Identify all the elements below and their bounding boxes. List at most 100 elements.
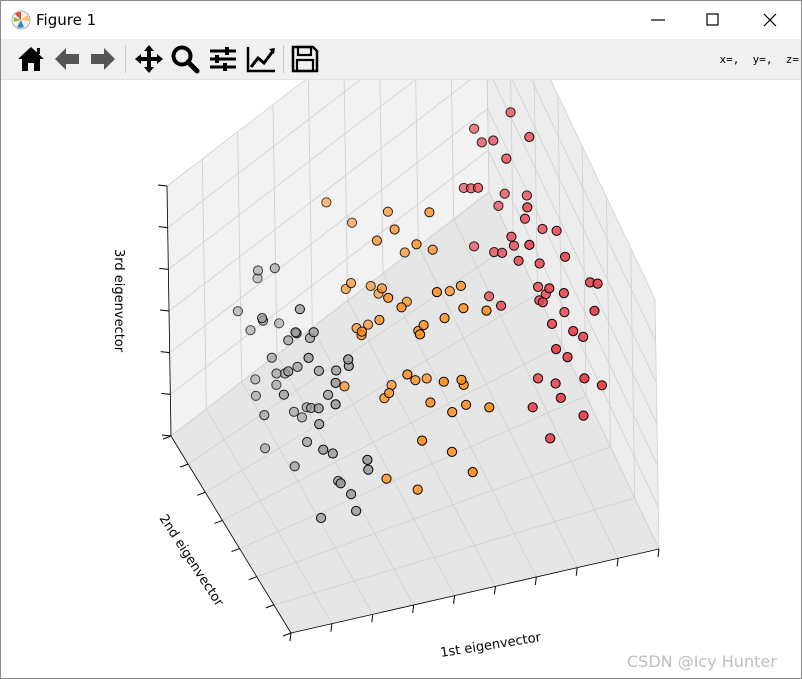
data-point-s0-43 — [259, 410, 270, 421]
tick-mark — [162, 435, 172, 440]
data-point-s1-8 — [447, 407, 458, 418]
data-point-s1-2 — [376, 283, 387, 294]
data-point-s1-28 — [411, 239, 422, 250]
tick-mark — [159, 309, 170, 312]
data-point-s2-11 — [568, 326, 579, 337]
data-points — [232, 107, 608, 524]
data-point-s0-8 — [283, 335, 294, 346]
navigation-toolbar: x=, y=, z= — [1, 39, 801, 80]
x-axis-label: 1st eigenvector — [439, 630, 542, 661]
data-point-s2-36 — [596, 380, 608, 391]
zoom-magnifier-icon[interactable] — [169, 43, 201, 75]
tick-mark — [282, 632, 292, 637]
data-point-s2-26 — [579, 373, 590, 384]
data-point-s0-25 — [283, 366, 294, 377]
y-axis-label: 2nd eigenvector — [156, 512, 227, 610]
grid-line — [170, 150, 489, 395]
forward-arrow-icon[interactable] — [87, 43, 119, 75]
grid-line — [488, 191, 660, 550]
data-point-s2-32 — [522, 202, 533, 213]
grid-line — [511, 80, 657, 383]
data-point-s0-30 — [232, 306, 243, 317]
data-point-s2-15 — [578, 331, 589, 342]
data-point-s1-19 — [458, 303, 469, 314]
data-point-s2-35 — [519, 213, 531, 224]
y-axis-line — [170, 435, 292, 634]
data-point-s2-46 — [534, 258, 545, 269]
close-icon[interactable] — [747, 1, 793, 39]
data-point-s2-16 — [497, 247, 508, 258]
data-point-s2-20 — [496, 300, 507, 311]
data-point-s1-6 — [418, 320, 429, 331]
data-point-s0-26 — [250, 374, 261, 385]
data-point-s1-40 — [455, 280, 466, 291]
data-point-s2-1 — [537, 297, 548, 308]
tick-mark — [412, 604, 415, 614]
tick-mark — [157, 184, 168, 187]
data-point-s1-12 — [365, 280, 376, 292]
data-point-s0-42 — [296, 412, 308, 423]
tick-mark — [575, 567, 578, 576]
data-point-s2-34 — [521, 190, 533, 201]
title-bar[interactable]: Figure 1 — [1, 1, 801, 39]
data-point-s1-48 — [481, 305, 492, 316]
data-point-s0-28 — [351, 505, 362, 517]
grid-line — [168, 80, 471, 312]
grid-line — [170, 191, 490, 437]
grid-line — [167, 80, 361, 228]
data-point-s0-17 — [330, 399, 341, 410]
data-point-s0-46 — [274, 318, 285, 329]
tick-mark — [158, 226, 168, 229]
data-point-s0-27 — [346, 489, 357, 500]
data-point-s0-36 — [302, 436, 313, 448]
data-point-s0-2 — [266, 352, 277, 363]
data-point-s2-19 — [501, 153, 512, 164]
data-point-s2-17 — [551, 225, 562, 236]
data-point-s0-13 — [288, 406, 300, 417]
data-point-s1-32 — [431, 287, 442, 298]
grid-line — [166, 80, 306, 187]
data-point-s2-25 — [493, 200, 504, 212]
data-point-s2-6 — [558, 288, 570, 299]
data-point-s2-27 — [559, 307, 570, 318]
data-point-s0-39 — [269, 263, 280, 274]
data-point-s1-14 — [456, 374, 467, 385]
configure-subplots-icon[interactable] — [207, 43, 239, 75]
data-point-s0-10 — [331, 365, 342, 376]
grid-line — [239, 395, 587, 549]
grid-line — [187, 242, 514, 465]
grid-line — [205, 293, 538, 493]
data-point-s1-46 — [321, 197, 332, 208]
data-point-s0-16 — [257, 313, 268, 324]
tick-mark — [534, 576, 537, 586]
data-point-s1-37 — [446, 446, 458, 457]
maximize-icon[interactable] — [689, 1, 735, 39]
data-point-s2-4 — [544, 283, 555, 294]
data-point-s1-10 — [439, 313, 450, 324]
data-point-s2-45 — [545, 433, 556, 444]
tick-mark — [159, 267, 169, 270]
pan-move-icon[interactable] — [133, 43, 165, 75]
data-point-s1-17 — [410, 375, 421, 386]
grid-line — [453, 218, 619, 559]
save-disk-icon[interactable] — [289, 43, 321, 75]
data-point-s1-24 — [427, 244, 438, 255]
scatter-plot-3d[interactable]: 1st eigenvector 2nd eigenvector 3rd eige… — [1, 80, 801, 678]
data-point-s0-11 — [250, 390, 261, 401]
x-axis-line — [290, 548, 660, 634]
tick-mark — [289, 632, 292, 642]
data-point-s1-18 — [425, 397, 436, 408]
data-point-s2-30 — [488, 135, 499, 146]
data-point-s2-9 — [472, 182, 484, 193]
grid-line — [382, 273, 537, 578]
data-point-s2-31 — [550, 378, 561, 389]
data-point-s0-32 — [343, 354, 354, 365]
window-title: Figure 1 — [36, 11, 97, 29]
tick-mark — [371, 614, 374, 623]
data-point-s1-27 — [402, 369, 413, 380]
home-icon[interactable] — [15, 43, 47, 75]
data-point-s1-42 — [484, 402, 495, 413]
minimize-icon[interactable] — [635, 1, 681, 39]
edit-axis-line-icon[interactable] — [245, 43, 277, 75]
back-arrow-icon[interactable] — [51, 43, 83, 75]
